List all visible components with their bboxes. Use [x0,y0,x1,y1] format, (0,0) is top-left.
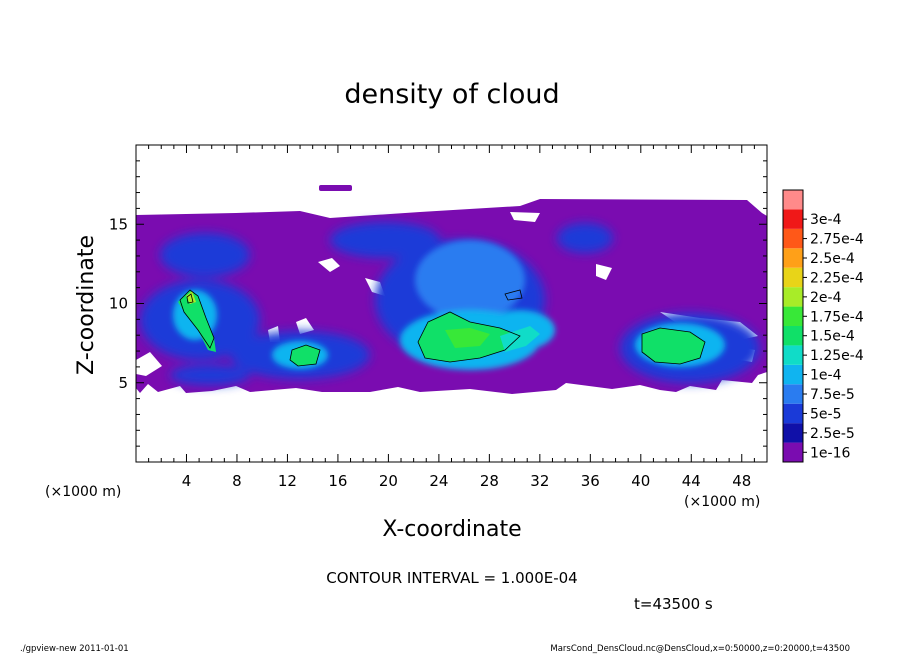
colorbar-swatch [783,442,803,462]
y-axis-label: Z-coordinate [74,235,99,375]
y-axis-unit: (×1000 m) [45,484,121,500]
colorbar-label: 2.25e-4 [810,270,864,286]
cloud-small-patch [319,185,352,191]
x-tick-label: 24 [429,472,448,490]
colorbar-label: 2e-4 [810,290,842,306]
y-tick-label: 15 [109,215,128,233]
cloud-field [136,185,767,394]
x-tick-label: 4 [182,472,192,490]
colorbar-swatch [783,364,803,385]
x-tick-label: 32 [530,472,549,490]
x-tick-label: 44 [682,472,701,490]
colorbar-label: 5e-5 [810,406,841,422]
colorbar-swatch [783,384,803,404]
x-tick-label: 8 [232,472,242,490]
footer-right: MarsCond_DensCloud.nc@DensCloud,x=0:5000… [550,644,850,654]
colorbar-label: 7.5e-5 [810,387,855,403]
x-tick-label: 28 [480,472,499,490]
colorbar-label: 3e-4 [810,212,842,228]
colorbar-swatch [783,326,803,346]
colorbar-label: 2.5e-4 [810,251,855,267]
colorbar-swatch [783,287,803,307]
colorbar-swatch [783,190,803,210]
colorbar-frame [782,189,804,463]
contour-interval-label: CONTOUR INTERVAL = 1.000E-04 [326,569,577,587]
colorbar-swatch [783,209,803,229]
colorbar-label: 1.75e-4 [810,309,864,325]
contour-lines [179,289,706,367]
x-tick-label: 20 [379,472,398,490]
colorbar-swatch [783,248,803,268]
x-tick-label: 12 [278,472,297,490]
cloud-density-high [178,290,705,366]
colorbar-swatch [783,267,803,288]
x-tick-label: 16 [328,472,347,490]
y-tick-label: 5 [118,374,128,392]
colorbar-label: 1.25e-4 [810,348,864,364]
colorbar-label: 1.5e-4 [810,329,855,345]
colorbar: 1e-16 2.5e-5 5e-5 7.5e-5 1e-4 1.25e-4 1.5e-4 1.… [782,189,864,463]
y-tick-label: 10 [109,295,128,313]
chart-title: density of cloud [344,79,559,110]
x-axis-label: X-coordinate [382,517,521,542]
colorbar-label: 1e-16 [810,445,850,461]
colorbar-label: 1e-4 [810,368,842,384]
colorbar-swatch [783,345,803,365]
colorbar-label: 2.5e-5 [810,426,855,442]
colorbar-swatch [783,403,803,424]
x-tick-label: 48 [732,472,751,490]
time-label: t=43500 s [634,595,713,613]
colorbar-swatch [783,228,803,249]
colorbar-label: 2.75e-4 [810,232,864,248]
x-tick-label: 36 [581,472,600,490]
footer-left: ./gpview-new 2011-01-01 [20,644,129,654]
colorbar-swatch [783,423,803,443]
colorbar-swatch [783,306,803,326]
x-axis-unit: (×1000 m) [684,494,760,510]
x-tick-label: 40 [631,472,650,490]
